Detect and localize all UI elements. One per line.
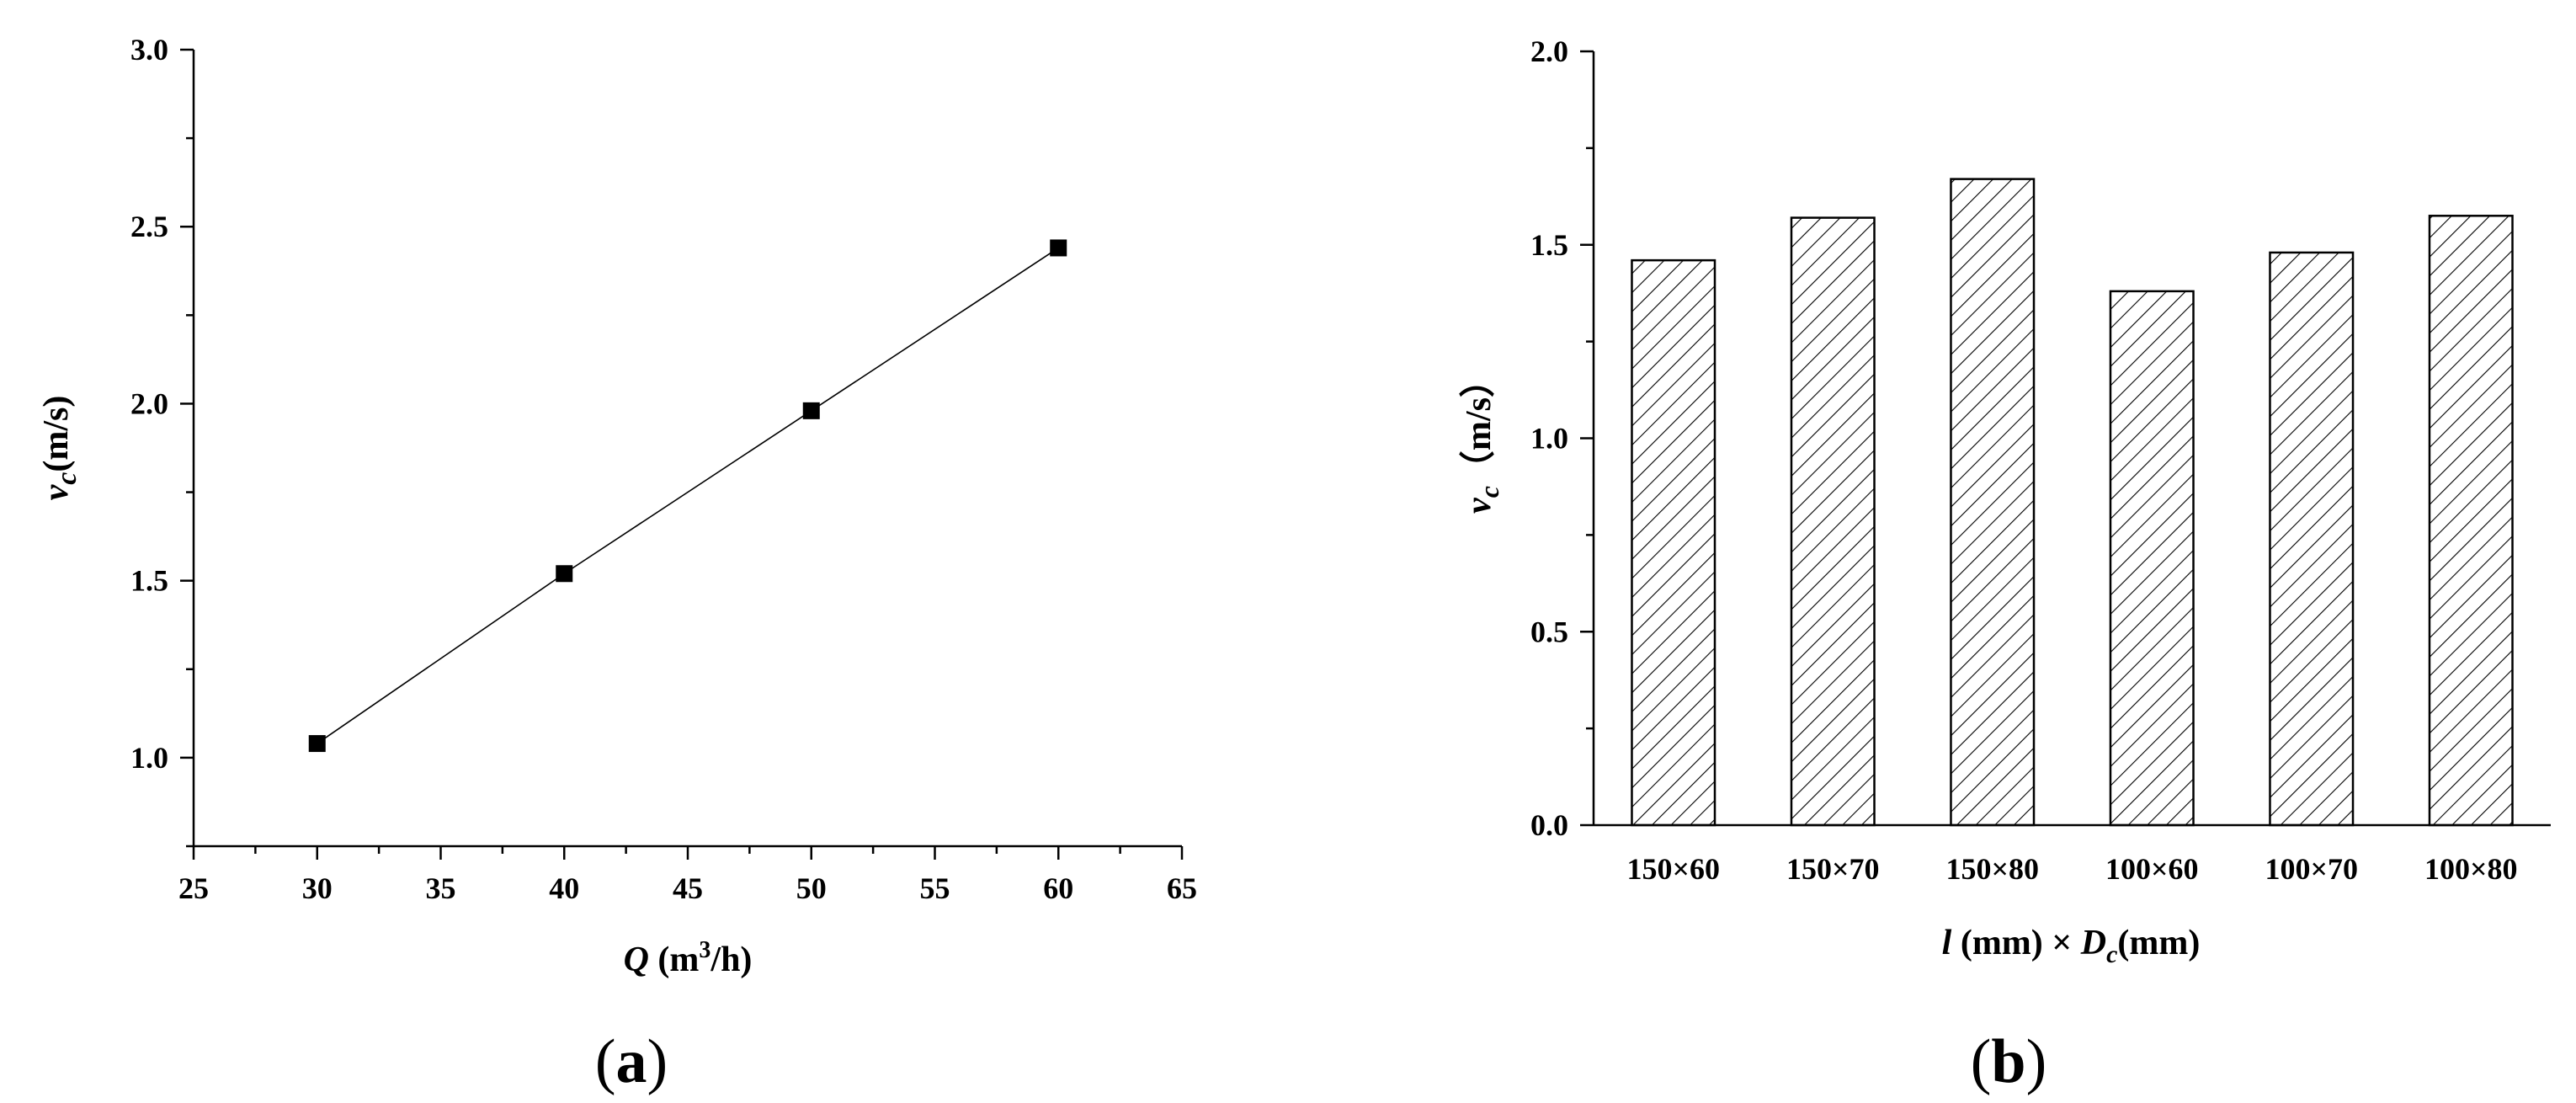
panel-a-plot-area: [308, 239, 1067, 753]
panel-a-x-tick-label: 35: [426, 871, 456, 905]
panel-a-x-tick-label: 50: [796, 871, 827, 905]
panel-a-y-axis-title: vc(m/s): [37, 396, 82, 501]
panel-a-y-ticks: 1.0 1.5 2.0 2.5 3.0: [130, 33, 194, 848]
panel-a-x-axis-title: Q (m3/h): [624, 937, 753, 979]
panel-b: 0.0 0.5 1.0 1.5 2.0 150×60 150×70 150×80 100×60…: [1459, 35, 2551, 1096]
panel-b-y-tick-label: 1.5: [1530, 228, 1568, 262]
panel-b-bar: [2269, 251, 2355, 827]
panel-a-y-tick-label: 1.5: [130, 564, 168, 598]
panel-a-x-tick-label: 30: [302, 871, 333, 905]
panel-b-bar: [2109, 290, 2195, 827]
panel-b-y-tick-label: 1.0: [1530, 422, 1568, 456]
panel-b-x-tick-label: 150×70: [1786, 852, 1880, 886]
panel-b-y-tick-label: 2.0: [1530, 35, 1568, 68]
panel-b-plot-area: [1631, 178, 2514, 827]
panel-b-y-axis-title: vc（m/s）: [1459, 362, 1504, 514]
panel-a-x-tick-label: 40: [549, 871, 579, 905]
panel-a-data-point: [308, 735, 326, 753]
panel-b-x-tick-label: 100×80: [2424, 852, 2518, 886]
panel-a-y-tick-label: 2.5: [130, 210, 168, 243]
panel-a-x-tick-label: 25: [178, 871, 209, 905]
panel-b-bar: [1950, 178, 2036, 827]
panel-a-data-point: [802, 402, 820, 419]
panel-a-data-point: [556, 565, 573, 583]
panel-a-y-tick-label: 1.0: [130, 741, 168, 775]
panel-b-x-axis-title: l (mm) × Dc(mm): [1942, 924, 2201, 968]
panel-b-x-tick-label: 100×70: [2265, 852, 2358, 886]
panel-b-x-tick-label: 150×60: [1626, 852, 1720, 886]
panel-a-x-ticks: 25 30 35 40 45 50 55 60 65: [178, 846, 1197, 905]
panel-a-x-tick-label: 65: [1167, 871, 1197, 905]
panel-a-series-line: [317, 247, 1059, 744]
panel-b-label: (b): [1971, 1027, 2046, 1096]
panel-a-x-tick-label: 60: [1043, 871, 1073, 905]
panel-b-y-tick-label: 0.0: [1530, 808, 1568, 842]
panel-b-x-tick-labels: 150×60 150×70 150×80 100×60 100×70 100×80: [1626, 852, 2517, 886]
panel-b-x-tick-label: 100×60: [2105, 852, 2199, 886]
panel-a-data-point: [1050, 239, 1067, 257]
panel-b-bar: [1631, 258, 1716, 827]
panel-a-label: (a): [595, 1027, 668, 1096]
panel-a: 25 30 35 40 45 50 55 60 65 1.0 1.5 2.0 2.5 3.0 Q (m3…: [37, 33, 1197, 1096]
panel-a-x-tick-label: 45: [673, 871, 703, 905]
panel-a-y-tick-label: 2.0: [130, 386, 168, 420]
panel-a-x-tick-label: 55: [920, 871, 950, 905]
panel-b-x-tick-label: 150×80: [1945, 852, 2039, 886]
panel-b-bar: [2428, 215, 2514, 827]
panel-a-y-tick-label: 3.0: [130, 33, 168, 67]
panel-b-y-ticks: 0.0 0.5 1.0 1.5 2.0: [1530, 35, 1594, 842]
panel-b-bar: [1790, 216, 1876, 827]
panel-b-y-tick-label: 0.5: [1530, 615, 1568, 648]
